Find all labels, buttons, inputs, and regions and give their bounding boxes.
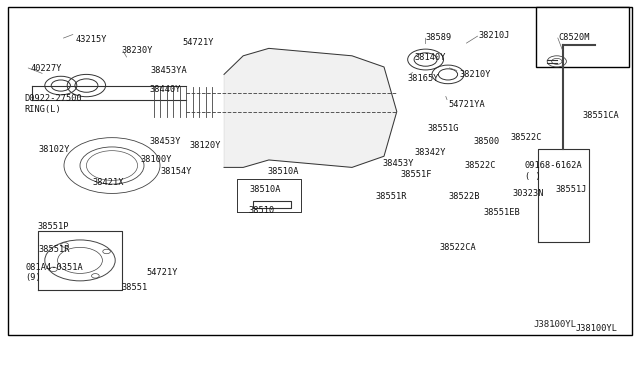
Text: 38154Y: 38154Y: [160, 167, 191, 176]
Text: 38421X: 38421X: [93, 178, 124, 187]
Text: D0922-27500
RING(L): D0922-27500 RING(L): [24, 94, 82, 114]
Text: 38510A: 38510A: [268, 167, 299, 176]
Text: 38551P: 38551P: [37, 222, 68, 231]
Text: 38551F: 38551F: [400, 170, 431, 179]
Text: 38522CA: 38522CA: [439, 243, 476, 252]
Text: 38589: 38589: [426, 33, 452, 42]
Text: 54721YA: 54721YA: [448, 100, 484, 109]
Text: 38551G: 38551G: [428, 124, 459, 133]
Text: 38551EB: 38551EB: [483, 208, 520, 217]
Text: 38453Y: 38453Y: [383, 159, 414, 168]
Text: J38100YL: J38100YL: [533, 320, 576, 329]
Text: 38551CA: 38551CA: [582, 111, 619, 120]
FancyBboxPatch shape: [536, 7, 629, 67]
Text: 38230Y: 38230Y: [122, 46, 153, 55]
Text: 38522C: 38522C: [511, 133, 542, 142]
Text: 38551J: 38551J: [556, 185, 587, 194]
Text: 081A4-0351A
(9): 081A4-0351A (9): [26, 263, 83, 282]
Text: 38210Y: 38210Y: [460, 70, 491, 79]
Text: 38551R: 38551R: [375, 192, 406, 201]
Text: 38453Y: 38453Y: [149, 137, 180, 146]
Text: 38440Y: 38440Y: [149, 85, 180, 94]
Text: 38522C: 38522C: [465, 161, 496, 170]
Text: 40227Y: 40227Y: [31, 64, 62, 73]
Polygon shape: [224, 48, 397, 167]
Text: 38120Y: 38120Y: [189, 141, 221, 150]
Text: 38551: 38551: [122, 283, 148, 292]
Text: 43215Y: 43215Y: [76, 35, 107, 44]
Text: 38453YA: 38453YA: [150, 66, 187, 75]
Text: 30323N: 30323N: [512, 189, 543, 198]
Text: J38100YL: J38100YL: [576, 324, 618, 333]
Text: C8520M: C8520M: [558, 33, 589, 42]
Text: 38510: 38510: [248, 206, 275, 215]
Text: 38165Y: 38165Y: [408, 74, 439, 83]
Text: 38210J: 38210J: [479, 31, 510, 40]
Text: 38551R: 38551R: [38, 245, 70, 254]
Text: 54721Y: 54721Y: [146, 268, 177, 277]
Text: 54721Y: 54721Y: [182, 38, 214, 47]
Text: 38100Y: 38100Y: [141, 155, 172, 164]
Text: 38500: 38500: [474, 137, 500, 146]
Text: 38342Y: 38342Y: [415, 148, 446, 157]
Text: 38510A: 38510A: [250, 185, 281, 194]
Text: 09168-6162A
( ): 09168-6162A ( ): [525, 161, 582, 181]
Text: 38102Y: 38102Y: [38, 145, 70, 154]
Text: 38522B: 38522B: [448, 192, 479, 201]
Text: 38140Y: 38140Y: [415, 53, 446, 62]
FancyBboxPatch shape: [8, 7, 632, 335]
